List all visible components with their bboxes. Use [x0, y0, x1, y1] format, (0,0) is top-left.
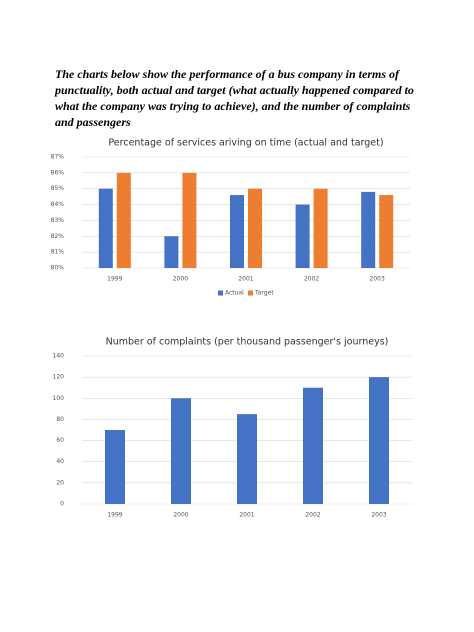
bar — [361, 191, 376, 268]
x-tick-label: 2000 — [173, 276, 188, 283]
y-tick-label: 86% — [51, 169, 65, 176]
bar — [230, 195, 244, 268]
legend-swatch — [218, 290, 223, 296]
bar — [295, 204, 310, 268]
chart-title: Number of complaints (per thousand passe… — [106, 337, 389, 348]
x-tick-label: 1999 — [107, 512, 122, 519]
legend-swatch — [248, 290, 253, 296]
intro-text: The charts below show the performance of… — [55, 67, 414, 129]
bar — [303, 387, 323, 504]
y-tick-label: 0 — [60, 501, 64, 508]
y-tick-label: 120 — [53, 374, 65, 381]
bar — [237, 414, 257, 504]
y-tick-label: 81% — [51, 249, 65, 256]
x-tick-label: 2001 — [238, 276, 253, 283]
y-tick-label: 82% — [51, 233, 65, 240]
x-tick-label: 2001 — [239, 512, 254, 519]
y-tick-label: 85% — [51, 185, 65, 192]
x-tick-label: 2002 — [305, 512, 320, 519]
y-tick-label: 140 — [53, 353, 65, 360]
y-tick-label: 100 — [53, 395, 65, 402]
bar — [313, 188, 328, 268]
x-tick-label: 1999 — [107, 276, 122, 283]
y-tick-label: 20 — [56, 479, 64, 486]
bar — [369, 377, 389, 504]
x-tick-label: 2003 — [371, 512, 386, 519]
x-tick-label: 2003 — [370, 276, 385, 283]
y-tick-label: 40 — [56, 458, 64, 465]
y-tick-label: 84% — [51, 201, 65, 208]
x-tick-label: 2000 — [173, 512, 188, 519]
legend-label: Target — [254, 290, 274, 297]
bar — [379, 195, 394, 268]
bar — [164, 236, 179, 268]
bar — [248, 188, 262, 268]
bar — [171, 398, 191, 504]
y-tick-label: 83% — [51, 217, 65, 224]
bar — [182, 172, 197, 268]
y-tick-label: 80% — [51, 265, 65, 272]
bar — [105, 430, 125, 504]
y-tick-label: 60 — [56, 437, 64, 444]
chart-title: Percentage of services ariving on time (… — [108, 138, 383, 149]
y-tick-label: 87% — [51, 154, 65, 161]
bar — [98, 188, 113, 268]
y-tick-label: 80 — [56, 416, 64, 423]
bar — [116, 172, 131, 268]
legend-label: Actual — [225, 290, 244, 297]
x-tick-label: 2002 — [304, 276, 319, 283]
